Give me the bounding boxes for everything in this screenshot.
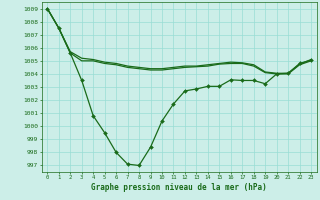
X-axis label: Graphe pression niveau de la mer (hPa): Graphe pression niveau de la mer (hPa) — [91, 183, 267, 192]
